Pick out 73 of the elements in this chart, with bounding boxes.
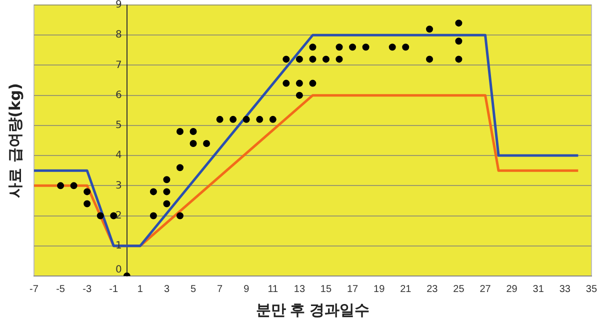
x-tick-label: 31 — [532, 284, 544, 295]
point — [309, 56, 316, 63]
point — [163, 188, 170, 196]
point — [190, 140, 197, 148]
x-tick-label: 27 — [480, 284, 492, 295]
point — [388, 44, 396, 51]
point — [455, 56, 462, 63]
x-axis-title: 분만 후 경과일수 — [256, 302, 370, 320]
y-tick-label: 5 — [116, 120, 122, 132]
x-tick-label: 13 — [294, 284, 306, 295]
point — [150, 188, 157, 196]
x-tick-label: 3 — [164, 284, 170, 295]
x-tick-label: 33 — [559, 284, 571, 295]
point — [296, 56, 303, 63]
y-tick-label: 7 — [116, 60, 122, 71]
point — [216, 116, 224, 123]
point — [256, 116, 264, 123]
point — [282, 80, 290, 87]
x-tick-label: 19 — [374, 284, 386, 295]
point — [84, 188, 91, 196]
point — [203, 140, 210, 148]
point — [296, 80, 303, 87]
y-tick-label: 0 — [116, 264, 122, 276]
point — [402, 44, 410, 51]
x-tick-label: 5 — [190, 284, 196, 295]
x-tick-label: 17 — [346, 284, 359, 295]
x-tick-label: 7 — [217, 284, 224, 295]
point — [309, 44, 316, 51]
point — [322, 56, 330, 63]
point — [269, 116, 276, 123]
point — [362, 44, 370, 51]
point — [176, 212, 184, 220]
point — [336, 44, 343, 51]
x-tick-label: 35 — [586, 284, 598, 295]
x-tick-label: -3 — [82, 284, 92, 295]
y-tick-label: 1 — [116, 240, 122, 252]
point — [57, 182, 64, 190]
x-tick-label: -7 — [30, 284, 39, 295]
x-tick-label: 15 — [320, 284, 332, 295]
point — [282, 56, 290, 63]
x-tick-label: -1 — [109, 284, 119, 295]
point — [455, 38, 462, 45]
x-tick-label: 1 — [137, 284, 144, 295]
y-tick-label: 4 — [116, 150, 122, 162]
point — [336, 56, 343, 63]
point — [163, 176, 170, 184]
point — [176, 128, 184, 135]
x-tick-label: -5 — [56, 284, 66, 295]
point — [84, 200, 91, 208]
x-tick-label: 11 — [268, 284, 279, 295]
x-tick-label: 9 — [244, 284, 250, 295]
point — [150, 212, 157, 220]
y-axis-title: 사료 급여량(kg) — [6, 83, 24, 198]
x-tick-label: 29 — [506, 284, 518, 295]
point — [176, 164, 184, 172]
point — [70, 182, 78, 190]
y-tick-label: 6 — [116, 90, 122, 101]
point — [455, 20, 462, 27]
point — [230, 116, 237, 123]
y-tick-label: 3 — [116, 180, 122, 192]
point — [190, 128, 197, 135]
point — [426, 56, 434, 63]
point — [426, 26, 434, 33]
x-tick-label: 23 — [426, 284, 438, 295]
x-tick-label: 25 — [453, 284, 465, 295]
y-tick-label: 8 — [116, 30, 122, 41]
point — [163, 200, 170, 208]
point — [242, 116, 250, 123]
point — [349, 44, 356, 51]
x-tick-label: 21 — [400, 284, 412, 295]
point — [296, 92, 303, 99]
point — [309, 80, 316, 87]
point — [96, 212, 104, 220]
